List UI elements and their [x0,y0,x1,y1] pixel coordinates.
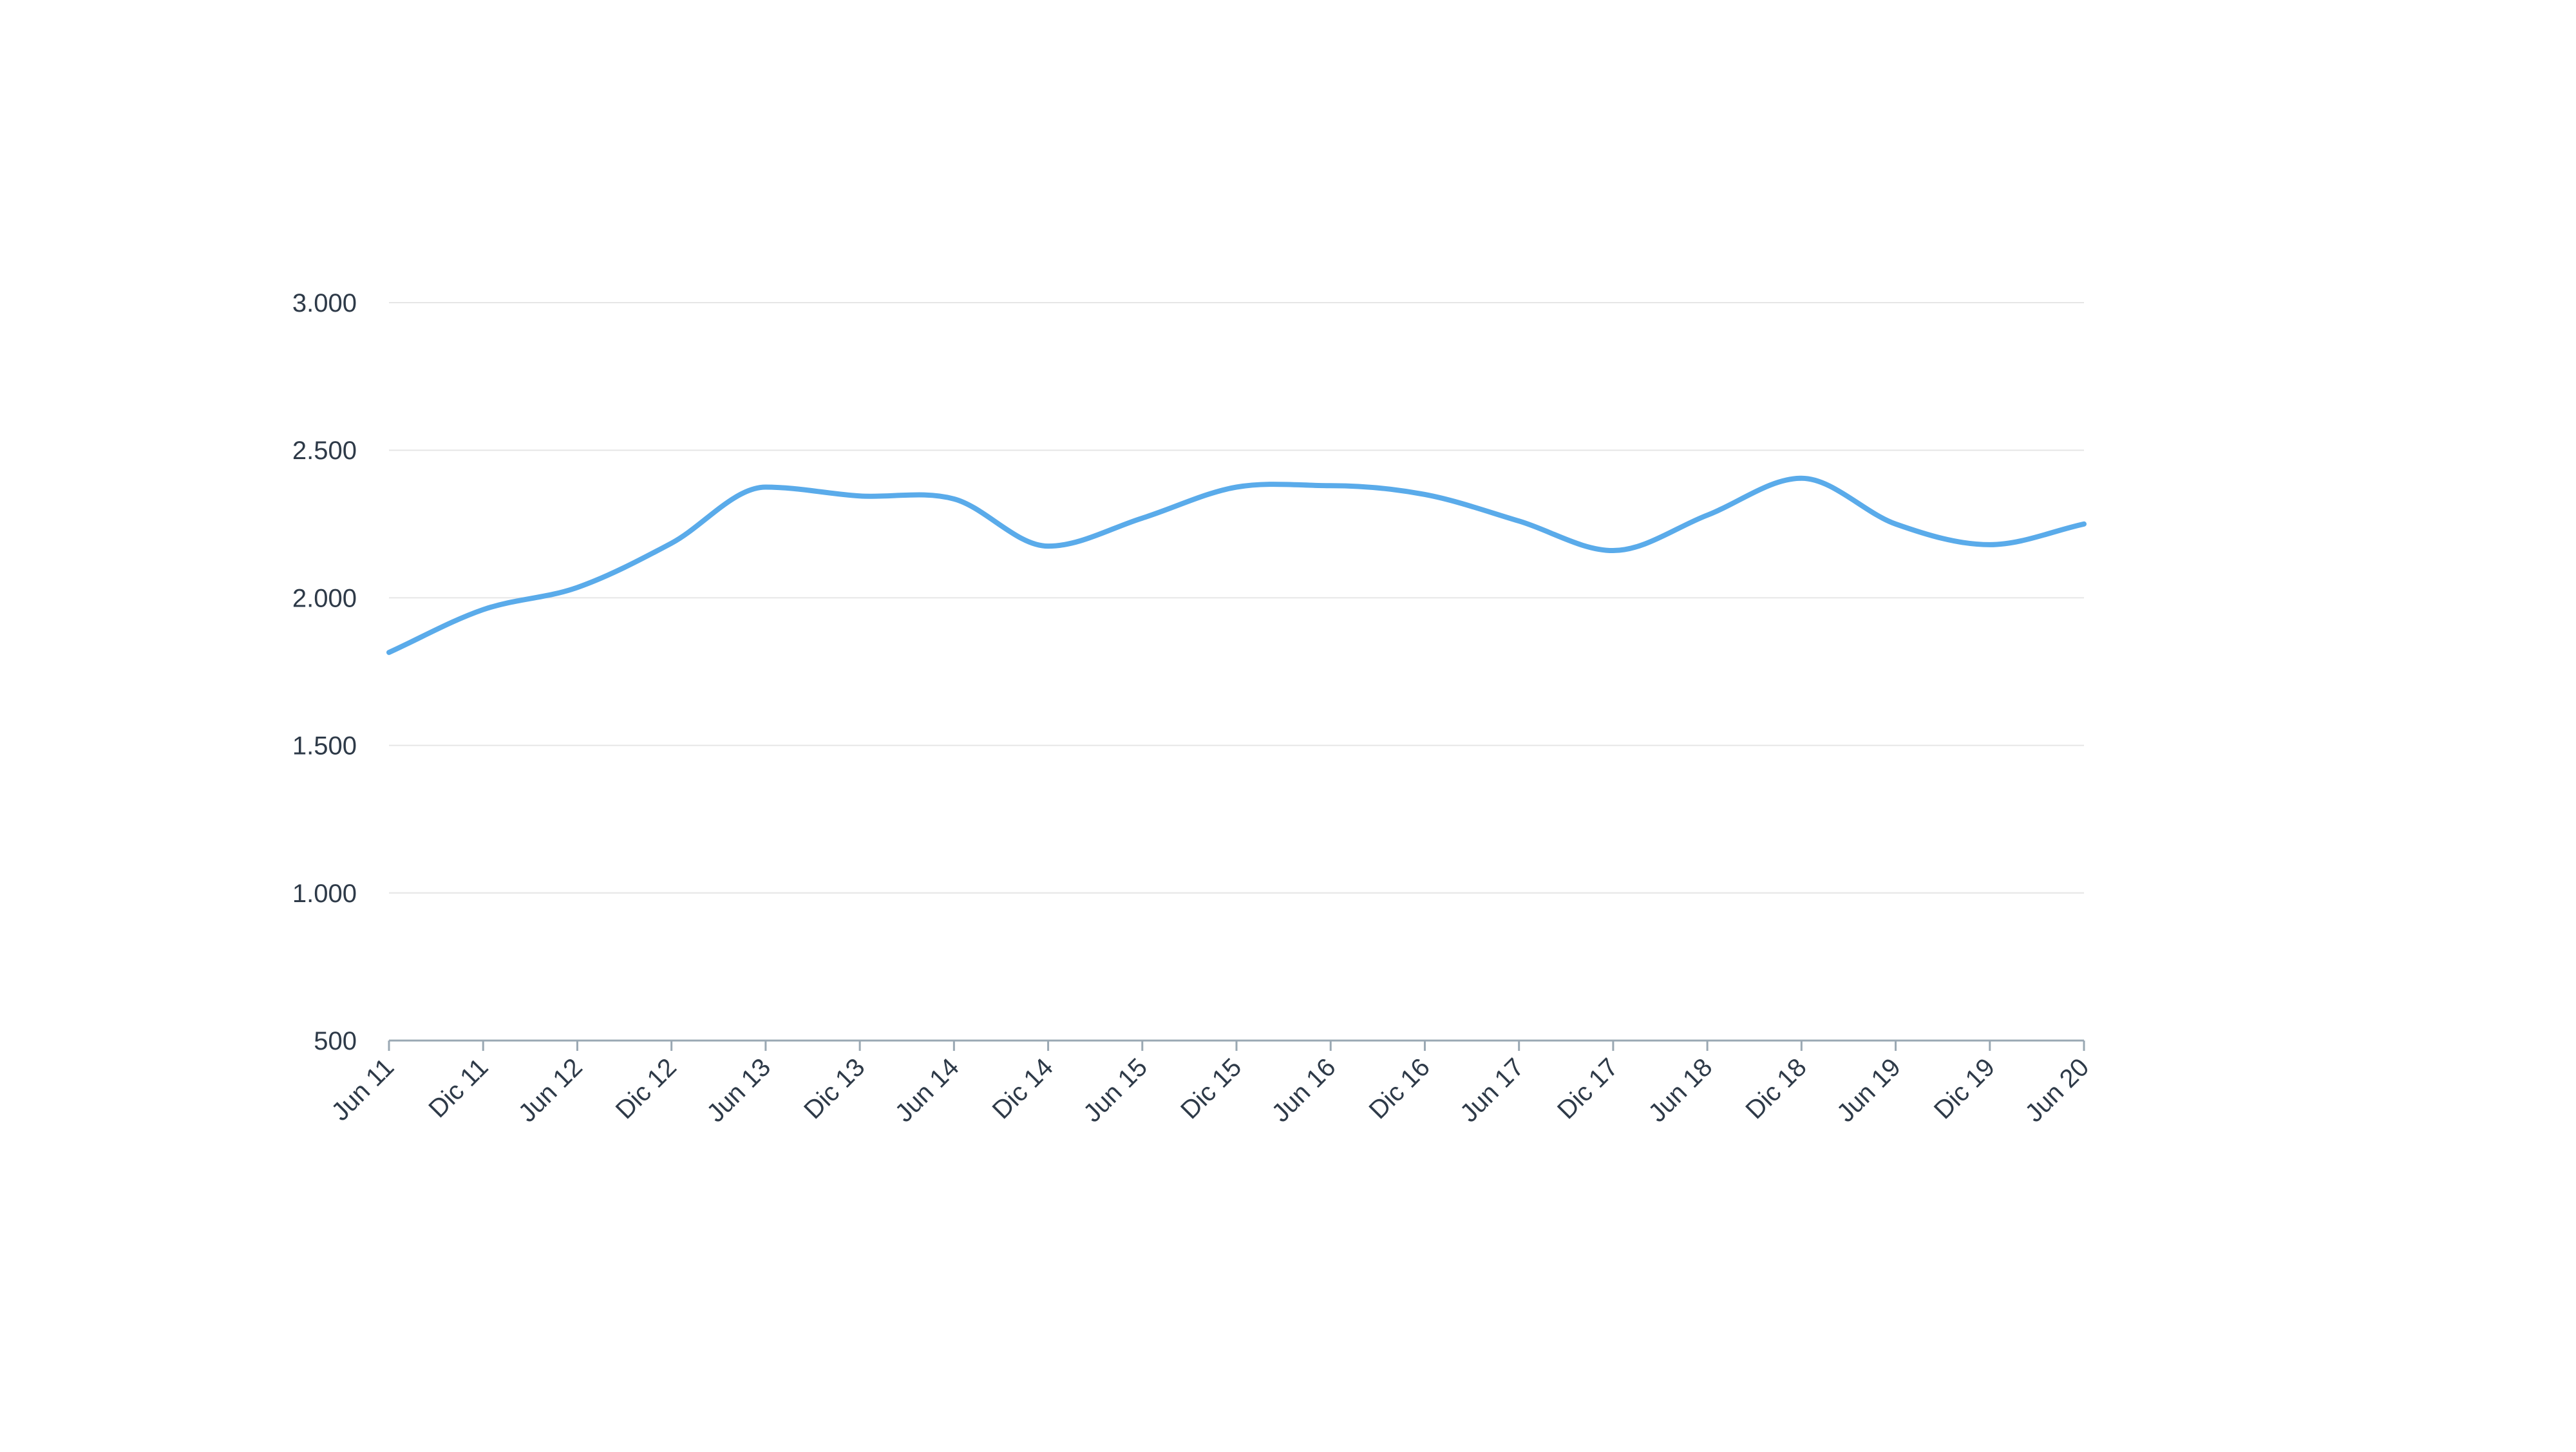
x-tick-label: Dic 15 [1175,1053,1247,1124]
x-tick-label: Jun 12 [513,1053,588,1127]
y-tick-label: 1.000 [292,880,357,908]
series-line [386,475,2087,655]
x-tick-label: Jun 20 [2020,1053,2094,1127]
y-tick-label: 2.500 [292,437,357,465]
x-tick-label: Dic 14 [987,1053,1059,1124]
x-tick-label: Dic 11 [423,1053,493,1123]
x-tick-label: Jun 18 [1643,1053,1718,1127]
x-tick-label: Jun 14 [890,1053,965,1127]
x-tick-label: Dic 16 [1364,1053,1435,1124]
gridlines [389,302,2084,894]
y-tick-label: 1.500 [292,732,357,760]
x-tick-label: Jun 11 [326,1053,399,1126]
x-tick-label: Jun 19 [1832,1053,1906,1127]
y-tick-label: 2.000 [292,584,357,612]
x-tick-label: Jun 16 [1267,1053,1341,1127]
x-tick-label: Jun 15 [1078,1053,1153,1127]
x-axis: Jun 11 Dic 11 Jun 12 Dic 12 Jun 13 Dic 13 Jun … [326,1039,2094,1127]
x-tick-label: Jun 13 [701,1053,776,1127]
y-tick-label: 3.000 [292,289,357,317]
x-tick-label: Dic 12 [611,1053,682,1124]
x-tick-label: Dic 18 [1740,1053,1812,1124]
y-axis: 500 1.000 1.500 2.000 2.500 3.000 [292,289,357,1055]
x-tick-label: Dic 13 [799,1053,870,1124]
series-layer [386,475,2087,655]
y-tick-label: 500 [314,1027,357,1055]
x-tick-label: Dic 19 [1929,1053,2000,1124]
x-tick-label: Dic 17 [1552,1053,1624,1124]
x-tick-label: Jun 17 [1455,1053,1530,1127]
